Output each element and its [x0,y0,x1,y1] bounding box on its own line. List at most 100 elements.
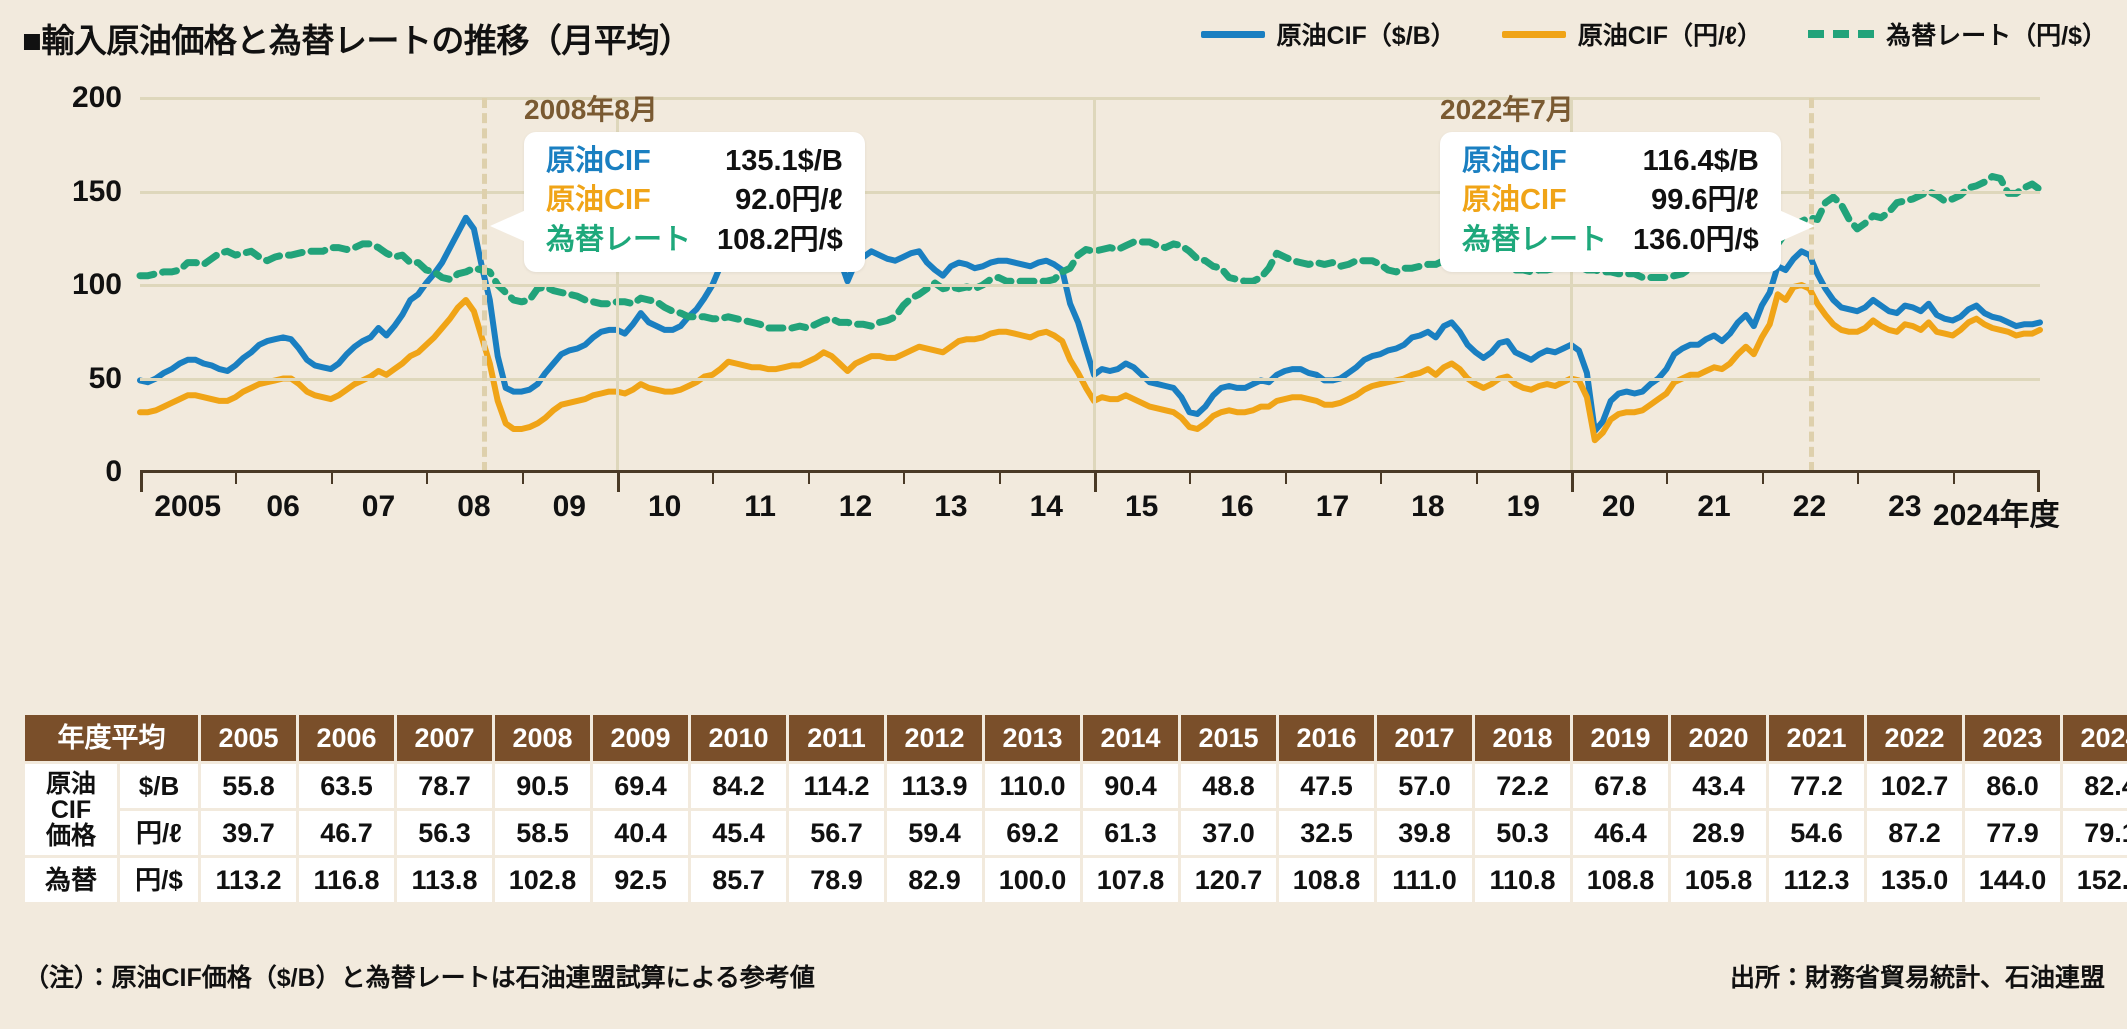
table-cell: 45.4 [691,811,786,855]
x-axis-tick-label: 16 [1220,490,1254,523]
table-cell: 113.8 [397,858,492,902]
table-column-header: 2012 [887,715,982,761]
y-gridline [140,284,2040,287]
table-column-header: 2009 [593,715,688,761]
legend-label-cif-yen: 原油CIF（円/ℓ） [1577,22,1763,50]
table-cell: 152.6 [2063,858,2127,902]
x-axis-tick [1952,470,1955,484]
chart-plot-area: 0 50 100 150 200 [72,81,2040,488]
callout-tail-2022 [1778,210,1815,243]
x-axis-tick-label: 11 [744,490,776,523]
table-cell: 77.9 [1965,811,2060,855]
x-axis-tick [1857,470,1860,484]
table-cell: 90.4 [1083,764,1178,808]
x-axis-line [140,470,2040,473]
x-axis-tick-label: 20 [1601,490,1636,523]
table-row-group-label: 為替 [25,858,117,902]
table-column-header: 2022 [1867,715,1962,761]
callout-tail-2008 [490,210,526,243]
x-axis-tick [140,470,143,492]
annual-average-table: 年度平均 2005 2006 2007 2008 2009 2010 2011 2012 2013… [22,712,2127,905]
table-cell: 47.5 [1279,764,1374,808]
callout-key: 為替レート [546,223,692,256]
callout-key: 原油CIF [1462,145,1567,177]
table-cell: 135.0 [1867,858,1962,902]
callout-date-2008: 2008年8月 [524,94,658,125]
table-cell: 82.9 [887,858,982,902]
x-axis-tick [1380,470,1383,484]
table-row: 原油 CIF 価格 $/B 55.8 63.5 78.7 90.5 69.4 84.2 114.2 1… [25,764,2127,855]
table-cell: 46.4 [1573,811,1668,855]
y-gridline [140,97,2040,100]
callout-value: 99.6円/ℓ [1651,184,1759,217]
x-axis-tick [1284,470,1287,484]
table-column-header: 2024 [2063,715,2127,761]
table-cell: 82.4 [2063,764,2127,808]
table-cell: 77.2 [1769,764,1864,808]
table-cell: 114.2 [789,764,884,808]
table-body: 原油 CIF 価格 $/B 55.8 63.5 78.7 90.5 69.4 84.2 114.2 1… [25,764,2127,902]
table-column-header: 2013 [985,715,1080,761]
x-axis-tick-label: 12 [838,490,873,523]
legend-item-cif-usd[interactable]: 原油CIF（$/B） [1200,16,1456,52]
table-column-header: 2018 [1475,715,1570,761]
y-gridline [140,190,2040,194]
table-cell: 100.0 [985,858,1080,902]
table-cell: 110.8 [1475,858,1570,902]
x-axis-tick [807,470,810,484]
table-cell: 69.2 [985,811,1080,855]
table-cell: 102.7 [1867,764,1962,808]
table-cell: 72.2 [1475,764,1570,808]
x-axis-tick-label: 18 [1411,490,1445,523]
table-row-unit: 円/$ [120,858,198,902]
x-axis-tick-label: 10 [647,490,682,523]
x-axis-tick [330,470,333,484]
x-axis-tick [1666,470,1669,484]
table-cell: 43.4 [1671,764,1766,808]
table-column-header: 2021 [1769,715,1864,761]
table-row-group-label: 原油 CIF 価格 [25,764,117,855]
table-cell: 84.2 [691,764,786,808]
table-column-header: 2006 [299,715,394,761]
table-column-header: 2023 [1965,715,2060,761]
x-axis-tick-label: 08 [457,490,491,523]
x-axis-tick-label: 07 [361,490,396,523]
table-row: 為替 円/$ 113.2 116.8 113.8 102.8 92.5 85.7 78.9 82.… [25,858,2127,902]
x-axis-tick-label: 21 [1697,490,1731,523]
legend-item-cif-yen[interactable]: 原油CIF（円/ℓ） [1501,16,1763,52]
table-column-header: 2010 [691,715,786,761]
table-cell: 46.7 [299,811,394,855]
legend-label-fx: 為替レート（円/$） [1886,22,2107,50]
x-axis-tick-label: 22 [1792,490,1827,523]
table-header-row: 年度平均 2005 2006 2007 2008 2009 2010 2011 2012 2013… [25,715,2127,761]
callout-value: 92.0円/ℓ [735,184,843,217]
x-axis-tick-label: 2024年度 [1932,499,2060,532]
table-cell: 56.7 [789,811,884,855]
callout-row: 原油CIF 92.0円/ℓ [546,181,843,220]
x-axis-tick [1761,470,1764,484]
table-cell: 79.1 [2063,811,2127,855]
table-cell: 58.5 [495,811,590,855]
series-line-cif-yen [140,285,2040,440]
table-cell: 105.8 [1671,858,1766,902]
table-row: 円/ℓ 39.7 46.7 56.3 58.5 40.4 45.4 56.7 59.4 69.2 6… [25,811,2127,855]
legend-item-fx[interactable]: 為替レート（円/$） [1808,16,2107,52]
legend-label-cif-usd: 原油CIF（$/B） [1276,22,1456,50]
table-column-header: 2019 [1573,715,1668,761]
x-gridline-2010 [615,98,619,472]
x-axis-tick-label: 19 [1506,490,1540,523]
table-column-header: 2014 [1083,715,1178,761]
table-cell: 78.7 [397,764,492,808]
x-axis-tick [426,470,429,484]
table-cell: 111.0 [1377,858,1472,902]
callout-key: 原油CIF [546,184,651,217]
table-cell: 54.6 [1769,811,1864,855]
page-title: ■輸入原油価格と為替レートの推移（月平均） [22,22,692,59]
callout-row: 為替レート 108.2円/$ [546,221,843,260]
x-gridline-2020 [1569,98,1573,472]
x-axis-tick [616,470,620,492]
table-column-header: 2015 [1181,715,1276,761]
table-column-header: 2016 [1279,715,1374,761]
table-row-unit: $/B [120,764,198,808]
callout-row: 為替レート 136.0円/$ [1462,221,1759,260]
